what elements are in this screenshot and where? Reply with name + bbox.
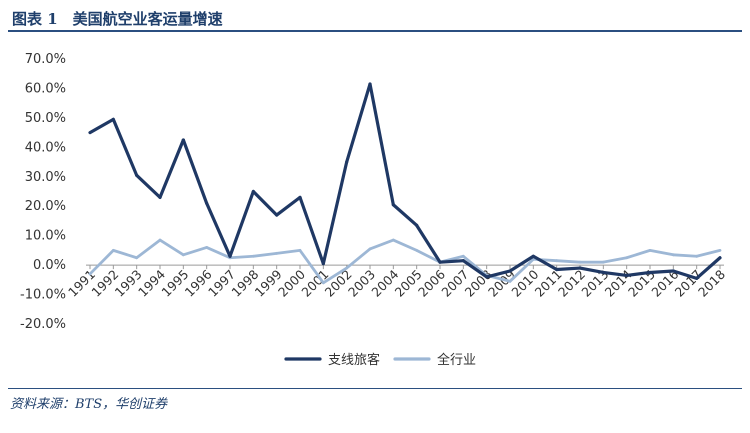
series-segment [485, 269, 512, 279]
series-segment [601, 256, 629, 264]
series-segment [205, 201, 232, 258]
line-chart: 70.0% 60.0% 50.0% 40.0% 30.0% 20.0% 10.0% 0.0% -… [20, 52, 728, 368]
x-axis: 1991199219931994199519961997199819992000… [65, 264, 728, 300]
series-layer [88, 82, 722, 285]
series-segment [695, 256, 722, 280]
y-tick-label: 40.0% [25, 140, 66, 155]
series-segment [415, 223, 442, 264]
series-segment [298, 248, 325, 285]
header-divider [8, 30, 742, 32]
series-segment [135, 173, 162, 199]
series-segment [298, 195, 325, 266]
series-segment [135, 238, 162, 260]
series-segment [625, 248, 652, 260]
y-tick-label: -10.0% [20, 288, 66, 303]
y-tick-label: 0.0% [33, 258, 66, 273]
series-segment [368, 82, 395, 207]
y-tick-label: -20.0% [20, 317, 66, 332]
series-segment [648, 269, 675, 275]
series-segment [461, 254, 489, 277]
series-segment [531, 254, 559, 272]
series-segment [181, 246, 209, 257]
chart-header: 图表 1 美国航空业客运量增速 [8, 6, 742, 30]
series-segment [438, 259, 465, 264]
y-tick-label: 20.0% [25, 199, 66, 214]
series-segment [275, 248, 302, 255]
series-segment [345, 82, 372, 164]
series-segment [461, 259, 489, 279]
series-segment [508, 254, 535, 273]
x-tick-label: 2018 [695, 267, 728, 300]
series-segment [321, 160, 349, 266]
y-tick-label: 50.0% [25, 111, 66, 126]
series-segment [181, 138, 209, 205]
series-segment [671, 253, 699, 258]
series-segment [391, 238, 419, 252]
y-tick-label: 30.0% [25, 170, 66, 185]
y-tick-label: 60.0% [25, 81, 66, 96]
series-segment [625, 270, 652, 278]
series-segment [695, 248, 722, 258]
series-regional-passengers [88, 82, 722, 280]
series-segment [88, 117, 115, 135]
series-segment [671, 269, 699, 280]
series-segment [648, 248, 675, 257]
source-note: 资料来源：BTS，华创证券 [10, 397, 168, 412]
series-segment [368, 238, 395, 251]
legend-label: 全行业 [437, 352, 476, 368]
series-segment [508, 257, 535, 283]
series-segment [158, 238, 185, 257]
series-segment [251, 189, 279, 217]
series-segment [88, 248, 115, 276]
chart-title: 图表 1 美国航空业客运量增速 [12, 10, 223, 28]
series-segment [578, 266, 605, 275]
y-axis: 70.0% 60.0% 50.0% 40.0% 30.0% 20.0% 10.0% 0.0% -… [20, 52, 66, 332]
series-segment [321, 266, 349, 285]
series-segment [555, 259, 582, 264]
series-segment [601, 270, 629, 278]
series-segment [111, 117, 139, 177]
series-segment [415, 248, 442, 264]
series-segment [251, 251, 279, 258]
series-segment [205, 246, 232, 260]
series-segment [228, 189, 255, 258]
series-segment [345, 247, 372, 270]
y-tick-label: 70.0% [25, 52, 66, 67]
chart-legend: 支线旅客 全行业 [284, 352, 476, 368]
y-tick-label: 10.0% [25, 229, 66, 244]
series-segment [158, 138, 185, 199]
series-segment [111, 248, 139, 260]
footer-divider [8, 388, 742, 389]
series-segment [228, 254, 255, 260]
series-segment [391, 203, 419, 227]
legend-label: 支线旅客 [328, 352, 380, 368]
series-segment [555, 266, 582, 272]
series-segment [275, 195, 302, 217]
